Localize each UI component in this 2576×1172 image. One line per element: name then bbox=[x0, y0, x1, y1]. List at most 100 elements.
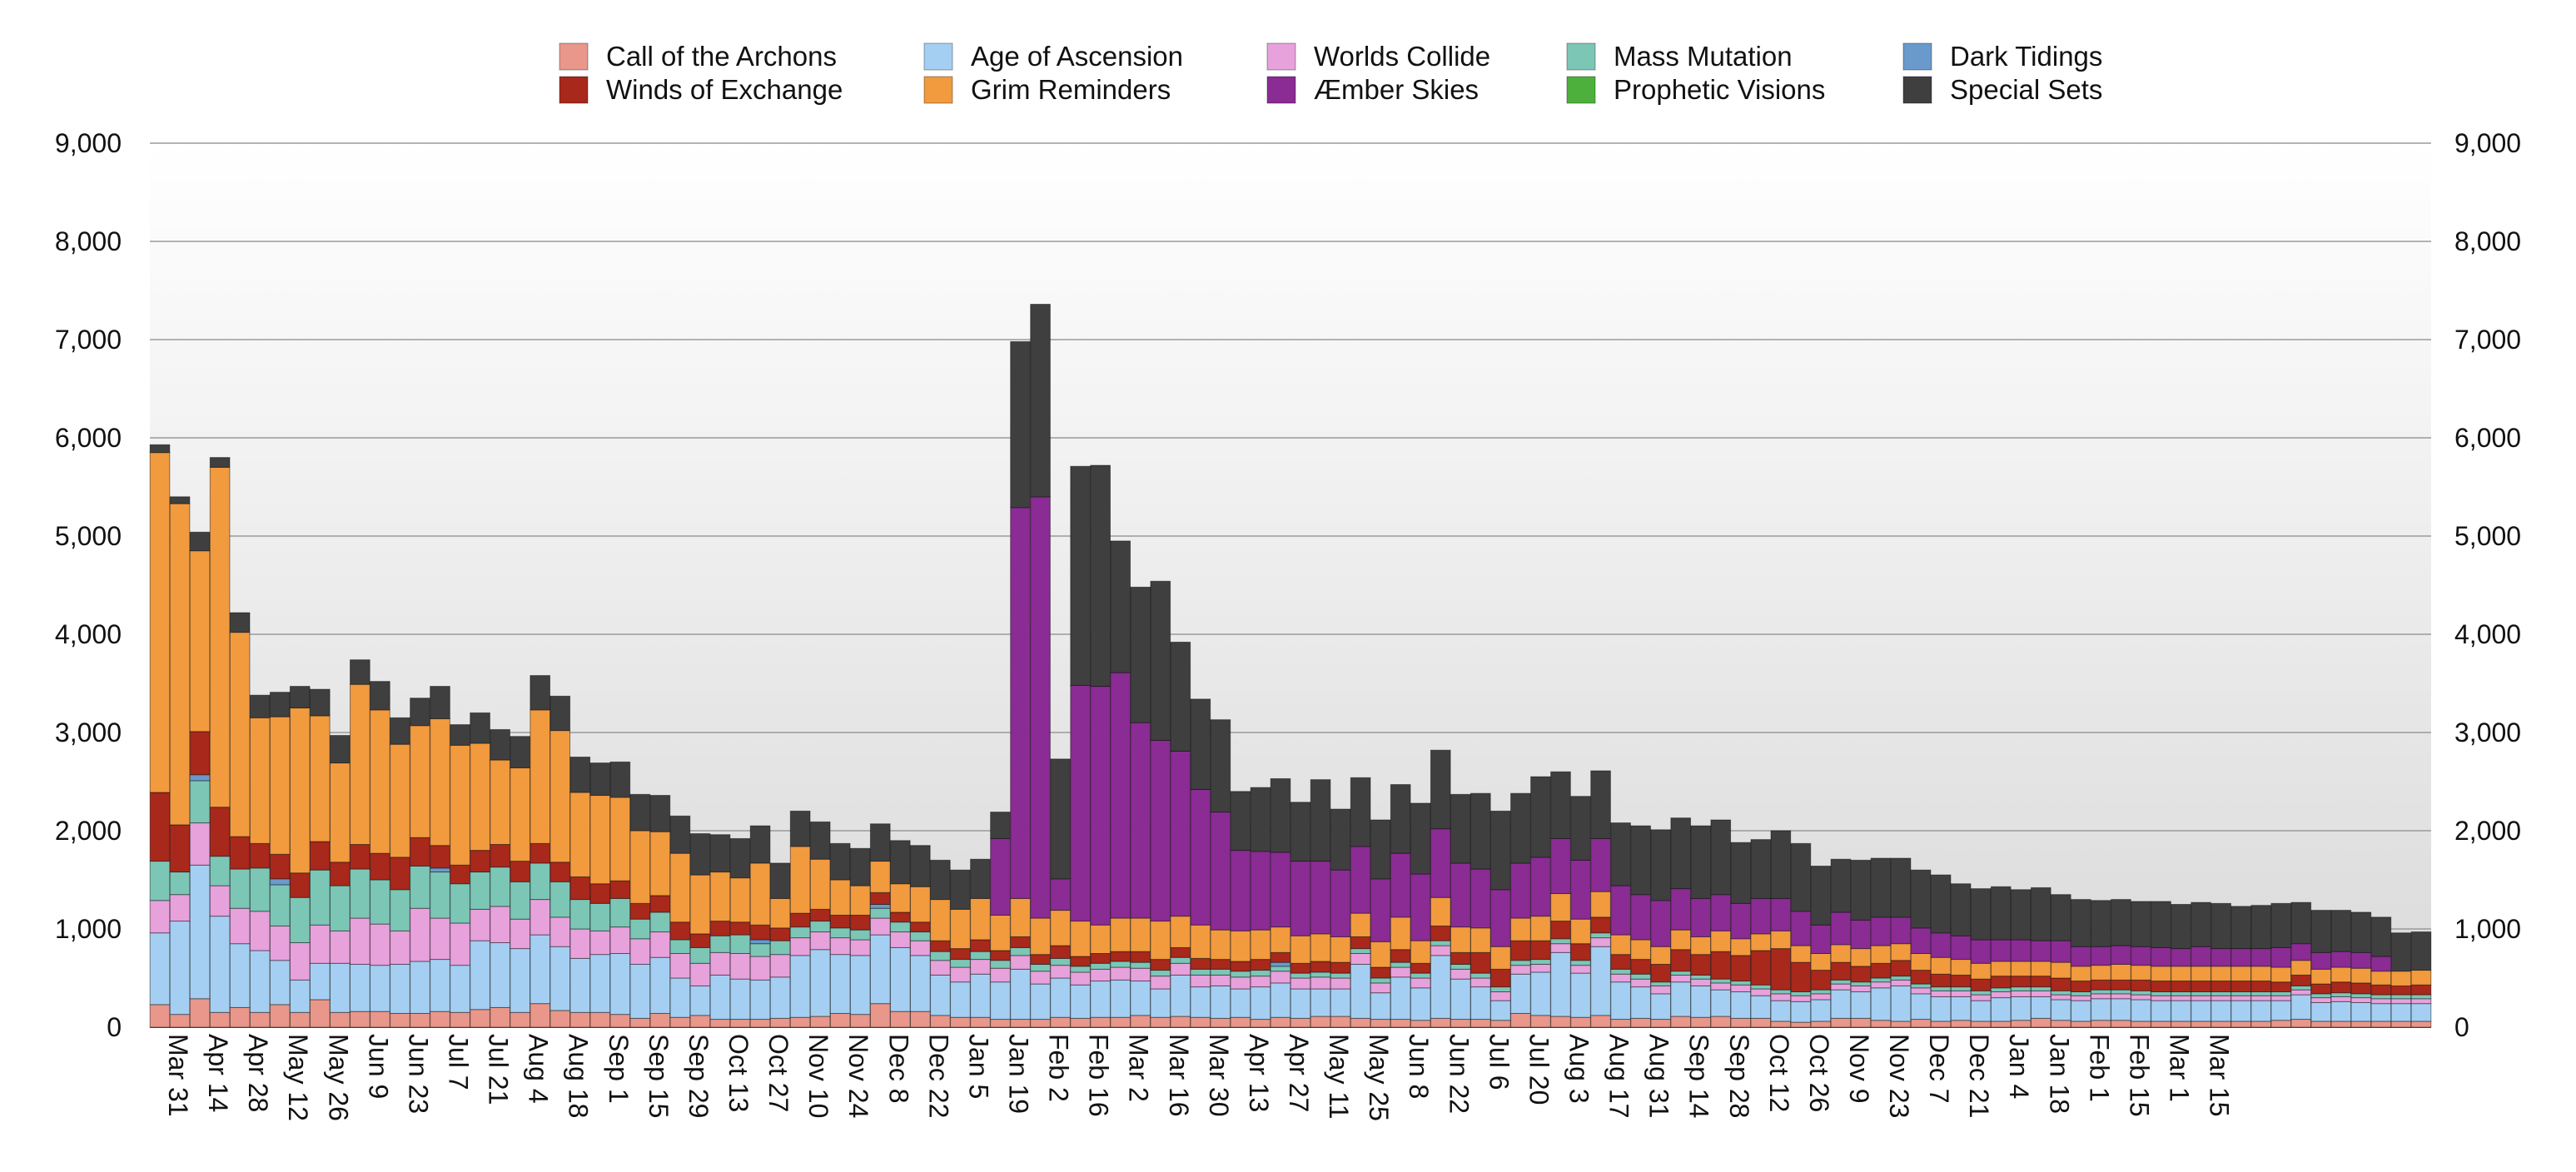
bar-segment-special-sets bbox=[669, 815, 691, 854]
bar-segment-call-of-the-archons bbox=[2091, 1020, 2111, 1028]
bar-segment-grim-reminders bbox=[2310, 968, 2332, 985]
bar-segment-mass-mutation bbox=[309, 869, 331, 926]
x-tick-label: Oct 13 bbox=[724, 1034, 753, 1112]
bar-segment-special-sets bbox=[1870, 857, 1892, 918]
y-tick-label-right: 0 bbox=[2454, 1012, 2469, 1042]
bar-segment-winds-of-exchange bbox=[990, 950, 1011, 961]
bar-segment-grim-reminders bbox=[2270, 966, 2292, 983]
bar-segment-mass-mutation bbox=[209, 856, 231, 886]
bar-segment-special-sets bbox=[1390, 784, 1411, 854]
bar-segment-call-of-the-archons bbox=[2030, 1017, 2051, 1028]
bar-segment-grim-reminders bbox=[2230, 966, 2252, 982]
bar-segment-winds-of-exchange bbox=[550, 862, 571, 882]
bar-segment-special-sets bbox=[709, 834, 731, 873]
bar-segment-mass-mutation bbox=[1030, 963, 1051, 972]
bar-segment-special-sets bbox=[1930, 874, 1952, 934]
bar-segment-call-of-the-archons bbox=[1890, 1021, 1912, 1028]
legend-label: Mass Mutation bbox=[1614, 41, 1793, 72]
bar-segment-age-of-ascension bbox=[530, 934, 551, 1005]
bar-segment-age-of-ascension bbox=[1630, 986, 1651, 1019]
bar-segment-winds-of-exchange bbox=[910, 921, 931, 933]
bar-segment-call-of-the-archons bbox=[1670, 1016, 1692, 1028]
bar-segment-age-of-ascension bbox=[1950, 996, 1972, 1021]
bar-segment-special-sets bbox=[1470, 792, 1491, 870]
y-tick-label-left: 1,000 bbox=[55, 914, 122, 944]
bar-segment-mass-mutation bbox=[1490, 986, 1511, 993]
bar-segment-worlds-collide bbox=[169, 894, 191, 922]
x-tick-label: Jul 6 bbox=[1484, 1034, 1514, 1090]
bar-segment-winds-of-exchange bbox=[1830, 961, 1852, 981]
bar-segment-grim-reminders bbox=[1750, 933, 1772, 951]
bar-segment-grim-reminders bbox=[1290, 935, 1311, 964]
bar-segment-worlds-collide bbox=[990, 967, 1011, 983]
bar-segment-special-sets bbox=[809, 821, 831, 860]
bar-segment-winds-of-exchange bbox=[2131, 979, 2151, 991]
bar-segment-worlds-collide bbox=[490, 906, 510, 944]
bar-segment-mber-skies bbox=[2330, 951, 2352, 968]
bar-segment-dark-tidings bbox=[430, 867, 450, 873]
bar-segment-worlds-collide bbox=[1810, 993, 1832, 1001]
bar-segment-winds-of-exchange bbox=[1810, 970, 1832, 991]
bar-segment-mber-skies bbox=[1290, 861, 1311, 936]
bar-segment-winds-of-exchange bbox=[950, 948, 971, 961]
bar-segment-special-sets bbox=[1250, 787, 1271, 852]
bar-segment-special-sets bbox=[1810, 865, 1832, 926]
bar-segment-grim-reminders bbox=[1110, 917, 1131, 952]
bar-segment-grim-reminders bbox=[1530, 916, 1551, 941]
bar-segment-call-of-the-archons bbox=[1250, 1019, 1271, 1028]
bar-segment-age-of-ascension bbox=[689, 985, 711, 1016]
bar-segment-grim-reminders bbox=[1350, 912, 1371, 937]
bar-segment-age-of-ascension bbox=[1810, 999, 1832, 1022]
bar-segment-special-sets bbox=[1690, 825, 1712, 899]
legend-swatch bbox=[1902, 42, 1932, 71]
bar-segment-grim-reminders bbox=[789, 846, 811, 914]
bar-segment-worlds-collide bbox=[689, 962, 711, 986]
bar-segment-age-of-ascension bbox=[629, 963, 651, 1019]
bar-segment-call-of-the-archons bbox=[950, 1016, 971, 1028]
x-tick-label: May 12 bbox=[283, 1034, 313, 1121]
bar-segment-call-of-the-archons bbox=[390, 1012, 410, 1028]
bar-segment-special-sets bbox=[829, 842, 851, 881]
bar-segment-special-sets bbox=[2250, 905, 2272, 950]
bar-segment-worlds-collide bbox=[1690, 978, 1712, 986]
bar-segment-call-of-the-archons bbox=[249, 1011, 271, 1028]
bar-segment-special-sets bbox=[1430, 749, 1451, 830]
bar-segment-age-of-ascension bbox=[2171, 1000, 2191, 1022]
bar-segment-mass-mutation bbox=[869, 907, 891, 919]
bar-segment-grim-reminders bbox=[1250, 929, 1271, 961]
bar-segment-age-of-ascension bbox=[1710, 989, 1732, 1017]
bar-segment-winds-of-exchange bbox=[869, 891, 891, 905]
bar-segment-mass-mutation bbox=[1970, 990, 1992, 996]
plot-background bbox=[150, 143, 2431, 1027]
bar-segment-grim-reminders bbox=[1150, 921, 1171, 961]
bar-segment-grim-reminders bbox=[1890, 943, 1912, 961]
bar-segment-winds-of-exchange bbox=[2091, 979, 2111, 991]
bar-segment-mber-skies bbox=[1030, 496, 1051, 919]
bar-segment-winds-of-exchange bbox=[1270, 951, 1291, 963]
bar-segment-mber-skies bbox=[1430, 828, 1451, 898]
bar-segment-grim-reminders bbox=[2111, 963, 2131, 981]
bar-segment-special-sets bbox=[2151, 901, 2171, 948]
bar-segment-age-of-ascension bbox=[289, 979, 311, 1013]
bar-segment-age-of-ascension bbox=[309, 962, 331, 1001]
bar-segment-worlds-collide bbox=[1430, 945, 1451, 956]
x-tick-label: Oct 26 bbox=[1804, 1034, 1834, 1112]
bar-segment-worlds-collide bbox=[1230, 976, 1251, 990]
bar-segment-mber-skies bbox=[1210, 812, 1231, 931]
legend-swatch bbox=[1566, 76, 1596, 104]
bar-segment-call-of-the-archons bbox=[1710, 1016, 1732, 1028]
bar-segment-call-of-the-archons bbox=[1970, 1021, 1992, 1028]
bar-segment-age-of-ascension bbox=[169, 921, 191, 1016]
bar-segment-worlds-collide bbox=[2171, 995, 2191, 1001]
bar-segment-winds-of-exchange bbox=[2210, 981, 2231, 993]
bar-segment-winds-of-exchange bbox=[2350, 982, 2372, 995]
bar-segment-winds-of-exchange bbox=[1030, 954, 1051, 965]
bar-segment-special-sets bbox=[1110, 540, 1131, 673]
bar-segment-age-of-ascension bbox=[1290, 988, 1311, 1019]
bar-segment-mber-skies bbox=[2370, 956, 2392, 972]
bar-segment-mass-mutation bbox=[2091, 989, 2111, 995]
bar-segment-special-sets bbox=[1350, 777, 1371, 847]
bar-segment-age-of-ascension bbox=[2071, 1000, 2091, 1022]
bar-segment-grim-reminders bbox=[629, 830, 651, 904]
